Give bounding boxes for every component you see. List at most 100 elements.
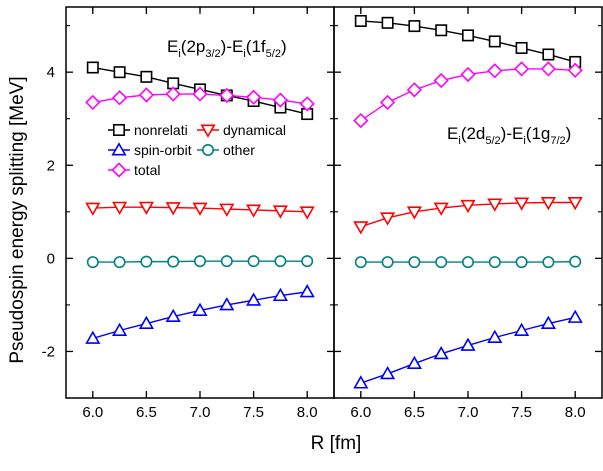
point-nonrelati: [356, 16, 366, 26]
legend: nonrelati dynamical spin-orbit other total: [108, 122, 286, 178]
point-nonrelati: [436, 25, 446, 35]
point-other: [222, 256, 232, 266]
annotation-text: E: [167, 37, 178, 56]
point-other: [114, 257, 124, 267]
legend-marker-total: [113, 164, 126, 177]
point-other: [168, 256, 178, 266]
point-total: [86, 96, 99, 109]
legend-label: other: [223, 142, 255, 158]
series-dynamical-left: [87, 203, 314, 219]
point-nonrelati: [490, 36, 500, 46]
series-total-left: [86, 88, 313, 111]
annotation-text: (2d: [461, 124, 486, 143]
x-tick-label-left: 8.0: [297, 404, 318, 421]
point-nonrelati: [382, 18, 392, 28]
y-tick-label: 0: [47, 250, 55, 267]
series-other-right: [356, 256, 581, 267]
point-total: [113, 91, 126, 104]
y-tick-label: -2: [42, 343, 55, 360]
panel-frame-left: [66, 7, 334, 398]
x-tick-label-right: 7.0: [458, 404, 479, 421]
point-nonrelati: [543, 49, 553, 59]
legend-entry-spin-orbit: spin-orbit: [108, 142, 192, 158]
x-tick-label-right: 8.0: [565, 404, 586, 421]
point-total: [542, 62, 555, 75]
annotation-subscript: 7/2: [550, 135, 565, 147]
point-dynamical: [301, 207, 313, 218]
point-total: [515, 62, 528, 75]
legend-entry-total: total: [108, 162, 160, 178]
point-other: [570, 256, 580, 266]
point-nonrelati: [409, 21, 419, 31]
point-other: [88, 257, 98, 267]
x-tick-label-right: 6.5: [404, 404, 425, 421]
y-tick-label: 2: [47, 157, 55, 174]
point-other: [463, 257, 473, 267]
annotation-text: ): [566, 124, 572, 143]
point-dynamical: [87, 203, 99, 214]
annotation-subscript: 3/2: [205, 48, 220, 60]
legend-entry-nonrelati: nonrelati: [108, 122, 188, 138]
point-other: [490, 257, 500, 267]
point-dynamical: [569, 198, 581, 209]
legend-entry-other: other: [197, 142, 255, 158]
legend-marker-nonrelati: [114, 125, 124, 135]
point-other: [248, 256, 258, 266]
point-other: [275, 256, 285, 266]
x-tick-label-left: 7.5: [243, 404, 264, 421]
point-nonrelati: [114, 67, 124, 77]
legend-marker-other: [203, 145, 213, 155]
point-total: [435, 74, 448, 87]
annotation-text: )-E: [221, 37, 244, 56]
point-total: [381, 96, 394, 109]
legend-label: dynamical: [223, 122, 286, 138]
annotation-text: )-E: [501, 124, 524, 143]
point-spin-orbit: [569, 311, 581, 322]
panel-annotation-right: Ei(2d5/2)-Ei(1g7/2): [447, 124, 571, 147]
point-total: [408, 83, 421, 96]
point-total: [354, 114, 367, 127]
point-dynamical: [355, 222, 367, 233]
series-other-left: [88, 256, 313, 267]
x-axis-title: R [fm]: [311, 433, 362, 454]
legend-entry-dynamical: dynamical: [197, 122, 286, 138]
x-tick-label-left: 7.0: [190, 404, 211, 421]
legend-marker-spin-orbit: [113, 144, 125, 155]
annotation-text: E: [447, 124, 458, 143]
point-other: [409, 257, 419, 267]
legend-label: nonrelati: [134, 122, 188, 138]
point-nonrelati: [516, 43, 526, 53]
point-other: [302, 256, 312, 266]
point-nonrelati: [88, 62, 98, 72]
point-nonrelati: [141, 72, 151, 82]
annotation-subscript: 5/2: [266, 48, 281, 60]
annotation-text: (1f: [246, 37, 266, 56]
point-total: [488, 64, 501, 77]
point-other: [141, 256, 151, 266]
point-other: [436, 257, 446, 267]
point-other: [195, 256, 205, 266]
series-spin-orbit-left: [87, 286, 314, 343]
annotation-subscript: 5/2: [485, 135, 500, 147]
annotation-text: (1g: [526, 124, 551, 143]
x-tick-label-right: 6.0: [350, 404, 371, 421]
point-nonrelati: [463, 30, 473, 40]
point-other: [382, 257, 392, 267]
series-dynamical-right: [355, 198, 582, 233]
point-total: [462, 68, 475, 81]
x-tick-label-right: 7.5: [511, 404, 532, 421]
series-total-right: [354, 62, 581, 127]
x-tick-label-left: 6.0: [82, 404, 103, 421]
point-spin-orbit: [408, 357, 420, 368]
legend-label: total: [134, 162, 160, 178]
point-total: [167, 88, 180, 101]
x-tick-label-left: 6.5: [136, 404, 157, 421]
point-other: [356, 257, 366, 267]
point-total: [140, 88, 153, 101]
annotation-text: (2p: [181, 37, 206, 56]
y-axis-title: Pseudospin energy splitting [MeV]: [7, 76, 28, 363]
point-spin-orbit: [381, 368, 393, 379]
point-other: [543, 257, 553, 267]
